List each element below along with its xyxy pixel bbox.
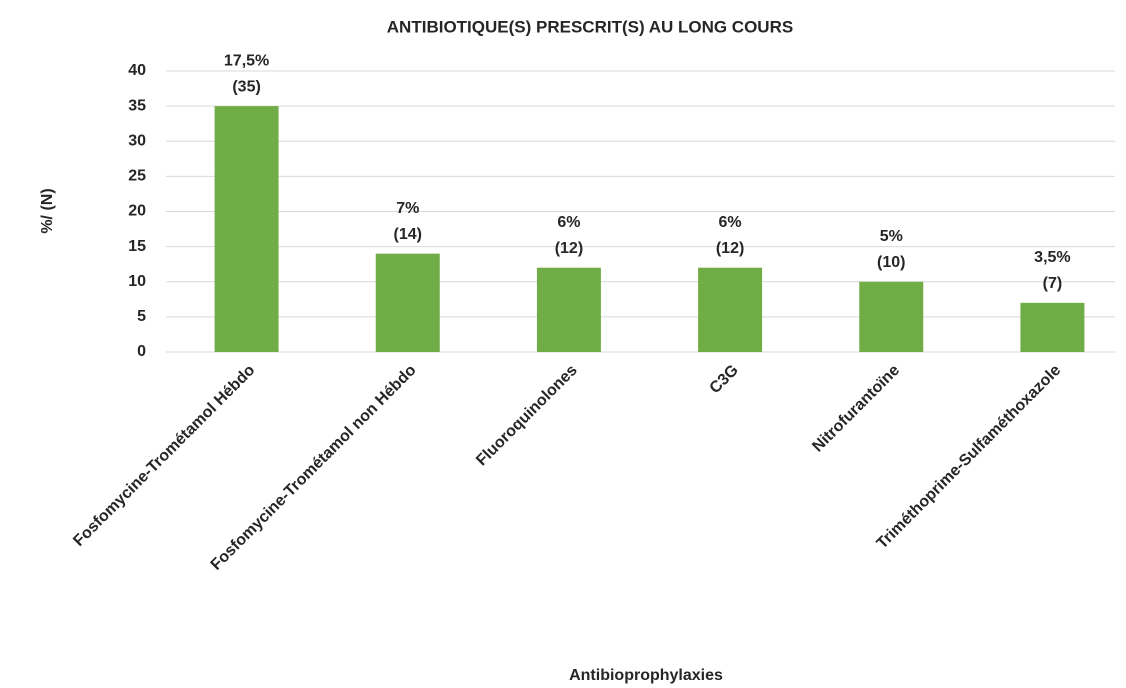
x-tick-label: Fluoroquinolones xyxy=(473,362,581,470)
value-label: (12) xyxy=(716,240,744,257)
y-tick-label: 0 xyxy=(137,343,146,360)
x-tick-label: Nitrofurantoïne xyxy=(809,362,903,456)
bar xyxy=(859,281,924,352)
percent-label: 6% xyxy=(557,214,580,231)
bar xyxy=(1020,302,1085,352)
percent-label: 5% xyxy=(880,228,903,245)
y-tick-label: 40 xyxy=(128,62,146,79)
value-label: (14) xyxy=(394,226,422,243)
y-tick-label: 30 xyxy=(128,132,146,149)
value-label: (10) xyxy=(877,254,905,271)
x-tick-label: Triméthoprime-Sulfaméthoxazole xyxy=(874,362,1065,553)
bar xyxy=(536,267,601,352)
percent-label: 17,5% xyxy=(224,52,269,69)
y-tick-label: 5 xyxy=(137,308,146,325)
value-label: (7) xyxy=(1043,275,1063,292)
percent-label: 6% xyxy=(719,214,742,231)
x-tick-label: Fosfomycine-Trométamol Hébdo xyxy=(70,362,258,550)
bar xyxy=(375,253,440,352)
y-axis-label: %/ (N) xyxy=(39,188,56,233)
x-tick-label: Fosfomycine-Trométamol non Hébdo xyxy=(208,362,420,574)
percent-label: 3,5% xyxy=(1034,249,1070,266)
value-label: (35) xyxy=(232,78,260,95)
x-axis-label: Antibioprophylaxies xyxy=(569,667,723,684)
y-tick-label: 25 xyxy=(128,168,146,185)
value-label: (12) xyxy=(555,240,583,257)
y-tick-label: 10 xyxy=(128,273,146,290)
y-tick-label: 20 xyxy=(128,203,146,220)
percent-label: 7% xyxy=(396,200,419,217)
y-tick-label: 35 xyxy=(128,97,146,114)
y-tick-label: 15 xyxy=(128,238,146,255)
x-tick-label: C3G xyxy=(707,362,742,397)
bar xyxy=(214,106,279,352)
chart-title: ANTIBIOTIQUE(S) PRESCRIT(S) AU LONG COUR… xyxy=(387,17,793,36)
bar xyxy=(698,267,763,352)
